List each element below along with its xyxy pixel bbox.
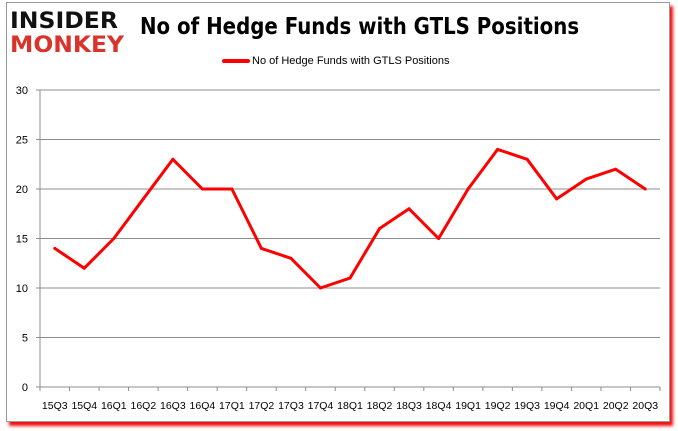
- data-point: [584, 177, 588, 181]
- x-tick-label: 18Q2: [367, 400, 393, 412]
- data-point: [230, 187, 234, 191]
- data-point: [82, 266, 86, 270]
- x-tick-label: 18Q4: [426, 400, 452, 412]
- y-tick-label: 15: [16, 234, 28, 246]
- data-point: [525, 157, 529, 161]
- chart-frame: [6, 2, 670, 422]
- data-point: [171, 157, 175, 161]
- legend-swatch: [222, 59, 250, 63]
- x-tick-label: 16Q1: [101, 400, 127, 412]
- x-tick-label: 20Q1: [573, 400, 599, 412]
- svg-text:MONKEY: MONKEY: [10, 33, 125, 56]
- x-tick-label: 16Q3: [160, 400, 186, 412]
- data-point: [437, 237, 441, 240]
- x-tick-label: 18Q3: [396, 400, 422, 412]
- data-point: [53, 246, 57, 250]
- data-point: [259, 246, 263, 250]
- svg-text:INSIDER: INSIDER: [10, 9, 118, 34]
- y-tick-label: 5: [22, 333, 28, 345]
- data-point: [112, 237, 116, 240]
- x-tick-label: 15Q4: [71, 400, 97, 412]
- y-tick-label: 25: [16, 135, 28, 147]
- x-tick-label: 19Q2: [485, 400, 511, 412]
- data-point: [466, 187, 470, 191]
- x-tick-label: 15Q3: [42, 400, 68, 412]
- data-point: [614, 167, 618, 171]
- x-tick-label: 19Q4: [544, 400, 570, 412]
- x-tick-label: 18Q1: [337, 400, 363, 412]
- y-tick-label: 20: [16, 184, 28, 196]
- y-tick-label: 0: [22, 382, 28, 394]
- chart-title: No of Hedge Funds with GTLS Positions: [140, 14, 580, 40]
- data-point: [318, 286, 322, 290]
- legend-label: No of Hedge Funds with GTLS Positions: [252, 55, 450, 67]
- data-point: [407, 207, 411, 211]
- x-tick-label: 20Q2: [603, 400, 629, 412]
- x-tick-label: 17Q4: [308, 400, 334, 412]
- x-tick-label: 17Q2: [249, 400, 275, 412]
- data-point: [555, 197, 559, 201]
- x-tick-label: 19Q3: [514, 400, 540, 412]
- data-point: [378, 227, 382, 231]
- series-line: [53, 147, 647, 290]
- data-point: [348, 276, 352, 280]
- y-tick-label: 10: [16, 283, 28, 295]
- x-tick-label: 16Q2: [130, 400, 156, 412]
- x-tick-label: 16Q4: [190, 400, 216, 412]
- data-point: [289, 256, 293, 260]
- data-point: [496, 147, 500, 151]
- data-point: [643, 187, 647, 191]
- x-tick-label: 17Q3: [278, 400, 304, 412]
- data-point: [200, 187, 204, 191]
- x-tick-label: 19Q1: [455, 400, 481, 412]
- x-tick-label: 17Q1: [219, 400, 245, 412]
- y-tick-label: 30: [16, 85, 28, 97]
- insider-monkey-logo: INSIDER MONKEY: [10, 9, 125, 56]
- x-tick-label: 20Q3: [632, 400, 658, 412]
- data-point: [141, 197, 145, 201]
- legend: No of Hedge Funds with GTLS Positions: [222, 55, 449, 67]
